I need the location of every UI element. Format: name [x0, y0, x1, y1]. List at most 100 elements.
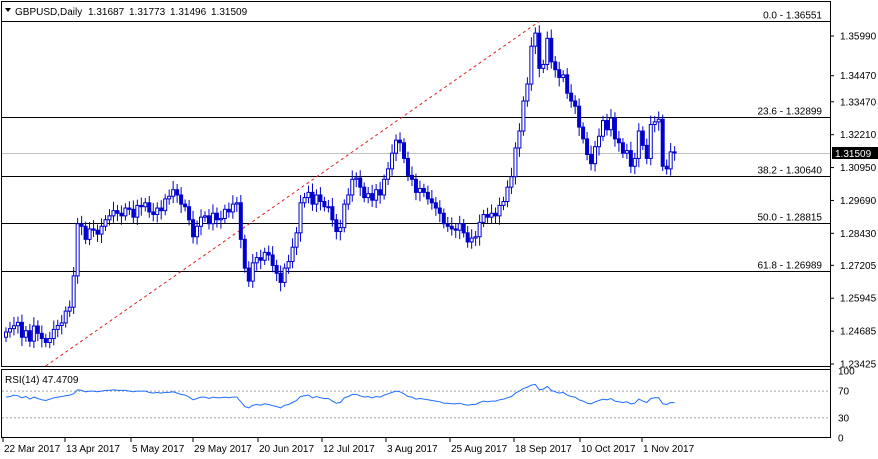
candle-body [59, 322, 64, 326]
chevron-down-icon[interactable] [5, 8, 11, 12]
candle-body [497, 204, 502, 217]
rsi-axis-label: 30 [838, 413, 850, 424]
candle-body [123, 207, 128, 217]
candle-body [238, 202, 243, 240]
candle-body [585, 138, 590, 156]
candle-body [254, 257, 259, 264]
candle-body [163, 198, 168, 212]
candle-body [47, 338, 52, 343]
candle-body [326, 206, 331, 209]
candle-body [322, 201, 327, 208]
candle-body [103, 219, 108, 227]
candle-body [425, 191, 430, 200]
candle-body [19, 321, 24, 338]
candle-body [417, 187, 422, 193]
candle-body [143, 202, 148, 208]
candle-body [286, 261, 291, 269]
candle-body [278, 272, 283, 283]
candle-body [11, 325, 16, 330]
candle-body [270, 254, 275, 266]
candle-body [55, 324, 60, 330]
candle-body [63, 310, 68, 324]
candle-body [465, 232, 470, 243]
candle-body [274, 264, 279, 274]
rsi-axis-label: 70 [838, 387, 850, 398]
candle-body [107, 215, 112, 221]
candle-body [258, 257, 263, 261]
candle-body [378, 189, 383, 196]
candle-body [119, 212, 124, 217]
candle-body [366, 193, 371, 199]
candle-body [517, 130, 522, 149]
price-axis-label: 1.29690 [840, 196, 877, 207]
candle-body [91, 228, 96, 231]
candle-body [473, 236, 478, 239]
current-price-tag [832, 147, 878, 159]
candle-body [457, 223, 462, 231]
header-low: 1.31496 [170, 7, 207, 18]
candle-body [83, 225, 88, 240]
candle-body [127, 207, 132, 210]
candle-body [151, 211, 156, 216]
candle-body [99, 225, 104, 235]
candle-body [354, 177, 359, 180]
candle-body [429, 198, 434, 204]
candle-body [386, 168, 391, 180]
candle-body [573, 100, 578, 107]
candle-body [218, 217, 223, 221]
candle-body [282, 267, 287, 283]
rsi-line [5, 383, 675, 409]
candle-body [668, 151, 673, 170]
rsi-title: RSI(14) 47.4709 [5, 375, 79, 386]
candle-body [481, 214, 486, 223]
fib-level-label: 0.0 - 1.36551 [763, 11, 822, 22]
candle-body [636, 130, 641, 159]
rsi-axis-label: 100 [838, 367, 855, 378]
candle-body [314, 194, 319, 205]
candle-body [171, 189, 176, 197]
candle-body [159, 207, 164, 212]
price-axis-label: 1.32210 [840, 130, 877, 141]
candle-body [545, 37, 550, 65]
candle-body [493, 212, 498, 217]
candle-body [195, 225, 200, 238]
candle-body [43, 338, 48, 343]
candle-body [577, 105, 582, 128]
header-high: 1.31773 [129, 7, 166, 18]
candle-body [79, 223, 84, 227]
time-axis-label: 29 May 2017 [194, 444, 252, 455]
candle-body [557, 69, 562, 79]
time-axis-label: 1 Nov 2017 [643, 444, 695, 455]
candle-body [644, 144, 649, 159]
candle-body [147, 202, 152, 213]
candle-body [505, 186, 510, 203]
candle-body [242, 238, 247, 269]
candle-body [624, 150, 629, 154]
candle-body [51, 328, 56, 340]
chart-symbol: GBPUSD,Daily [15, 7, 82, 18]
candle-body [334, 219, 339, 233]
axis-layer: 1.34470 1.33470 1.32210 1.30950 1.29690 1.284… [2, 32, 877, 455]
candle-body [565, 74, 570, 94]
candle-body [210, 212, 215, 225]
price-axis-label: 1.23425 [840, 360, 877, 371]
candle-body [7, 328, 12, 333]
candle-body [433, 202, 438, 209]
candle-body [620, 142, 625, 154]
candle-body [191, 219, 196, 238]
candle-body [306, 191, 311, 199]
candle-body [628, 150, 633, 167]
candle-body [656, 118, 661, 123]
candle-body [561, 74, 566, 79]
candle-body [226, 208, 231, 213]
candle-body [660, 118, 665, 167]
candle-body [230, 203, 235, 213]
candle-body [23, 330, 28, 338]
candle-body [616, 138, 621, 144]
rsi-axis-label: 0 [838, 434, 844, 445]
candle-body [581, 126, 586, 140]
price-axis-label: 1.35990 [840, 32, 877, 43]
fib-level-label: 50.0 - 1.28815 [758, 213, 823, 224]
candle-body [601, 120, 605, 137]
candle-body [346, 194, 351, 205]
